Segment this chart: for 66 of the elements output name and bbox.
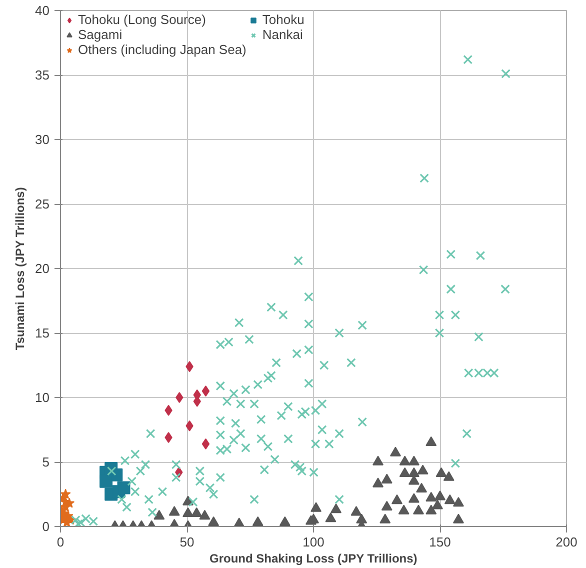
point [330,503,342,514]
legend-label: Tohoku [262,12,304,27]
x-tick-label: 100 [302,534,324,550]
point [279,516,290,526]
point [399,456,410,466]
point [168,506,180,516]
point [199,510,210,520]
y-tick-label: 15 [35,326,50,340]
point [434,490,446,500]
point [372,456,384,466]
legend-label: Sagami [78,27,122,42]
point [372,478,384,488]
y-tick-label: 35 [35,68,50,82]
point [310,502,322,512]
point [252,516,264,526]
point [350,506,362,516]
point [176,392,184,403]
y-tick-label: 20 [35,261,50,276]
point [412,504,424,514]
y-tick-label: 10 [35,390,50,405]
point [426,504,437,514]
legend-label: Tohoku (Long Source) [78,12,206,27]
point [444,494,456,504]
point [191,507,202,517]
legend-label: Others (including Japan Sea) [78,42,246,57]
point [417,464,428,474]
point [182,507,194,517]
point [452,497,464,507]
point [390,446,401,456]
point [426,492,437,502]
x-tick-label: 50 [180,534,194,550]
point [443,471,454,481]
point [408,493,420,503]
point [408,467,420,477]
x-tick-label: 200 [556,534,578,550]
point [117,481,130,494]
point [398,504,410,514]
point [305,515,316,525]
y-axis-title: Tsunami Loss (JPY Trillions) [13,187,28,350]
point [100,474,113,488]
y-tick-label: 40 [35,3,50,18]
point [325,512,336,522]
point [202,386,210,397]
point [436,467,447,477]
point [202,438,210,450]
point [208,516,220,526]
point [154,510,165,520]
point [426,436,437,446]
point [452,514,464,524]
legend-label: Nankai [262,27,303,42]
point [432,500,443,510]
point [381,474,392,484]
point [399,467,410,477]
y-tick-label: 5 [42,454,50,470]
point [391,494,402,504]
point [416,482,428,492]
point [381,500,392,511]
y-tick-label: 0 [42,519,50,534]
y-tick-label: 25 [35,196,50,212]
x-tick-label: 150 [429,534,451,550]
point [408,456,420,466]
point [380,514,391,524]
x-axis-title: Ground Shaking Loss (JPY Trillions) [209,552,418,566]
y-tick-label: 30 [35,132,50,147]
point [60,488,71,499]
x-tick-label: 0 [56,534,64,550]
